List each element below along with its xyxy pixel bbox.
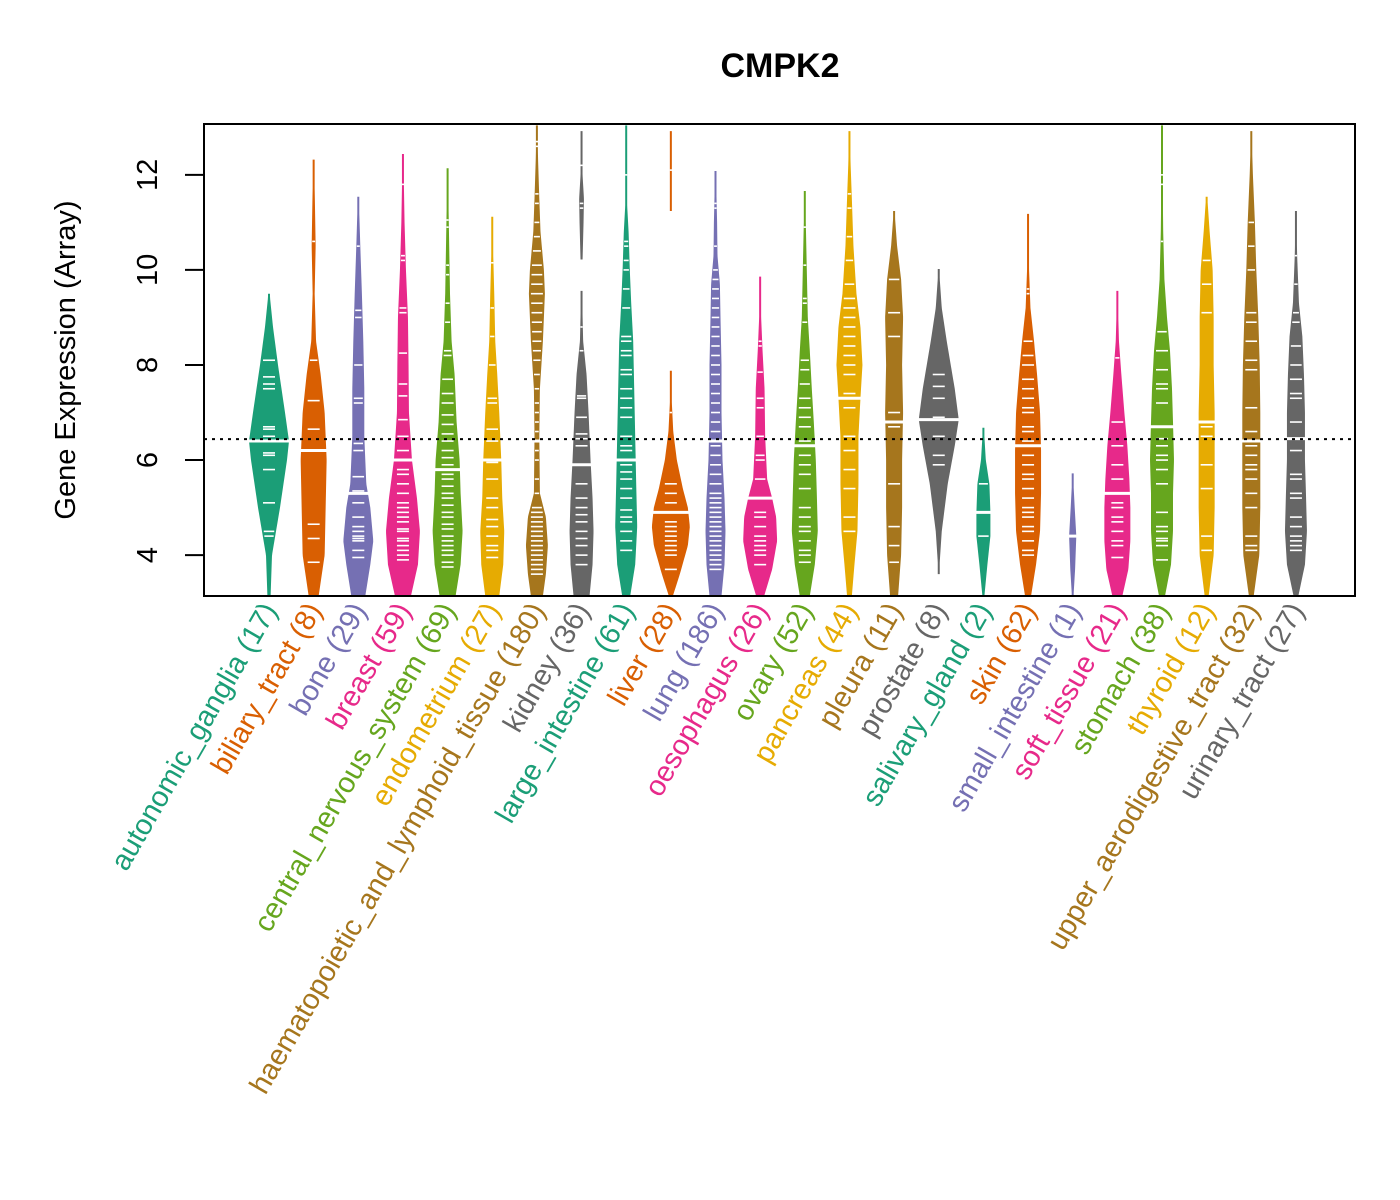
y-tick-label: 10 — [132, 254, 164, 286]
bean-density-autonomic_ganglia — [249, 293, 289, 596]
bean-large_intestine — [615, 125, 638, 597]
bean-density-thyroid — [1198, 196, 1215, 596]
y-axis-label: Gene Expression (Array) — [50, 200, 82, 519]
y-axis: 4 6 8 10 12 — [132, 159, 204, 563]
bean-density-pleura — [885, 210, 904, 596]
bean-biliary_tract — [300, 159, 328, 597]
y-tick-label: 12 — [132, 159, 164, 191]
bean-density-liver — [669, 131, 672, 211]
bean-stomach — [1149, 125, 1175, 597]
bean-lung — [705, 171, 726, 596]
bean-liver — [651, 131, 690, 596]
bean-density-central_nervous_system — [432, 168, 463, 596]
bean-density-soft_tissue — [1104, 290, 1131, 596]
bean-density-ovary — [791, 191, 818, 596]
bean-urinary_tract — [1284, 210, 1307, 596]
bean-breast — [386, 153, 420, 596]
bean-density-skin — [1015, 213, 1042, 596]
bean-density-kidney — [579, 131, 584, 260]
beans-layer — [248, 125, 1307, 597]
bean-density-pancreas — [836, 131, 863, 596]
bean-density-upper_aerodigestive_tract — [1242, 131, 1261, 596]
bean-density-biliary_tract — [300, 159, 327, 597]
bean-prostate — [917, 268, 960, 575]
bean-kidney — [569, 131, 594, 596]
bean-endometrium — [480, 216, 505, 596]
bean-upper_aerodigestive_tract — [1241, 131, 1262, 596]
bean-pleura — [884, 210, 904, 596]
bean-skin — [1014, 213, 1042, 596]
y-tick-label: 4 — [132, 547, 164, 563]
bean-thyroid — [1197, 196, 1216, 596]
y-tick-label: 8 — [132, 357, 164, 373]
bean-autonomic_ganglia — [248, 293, 290, 596]
bean-salivary_gland — [975, 427, 992, 596]
plot-area-frame — [203, 123, 1356, 597]
bean-density-large_intestine — [615, 125, 638, 597]
bean-small_intestine — [1068, 473, 1078, 596]
bean-density-kidney — [569, 290, 594, 596]
bean-soft_tissue — [1103, 290, 1131, 596]
y-tick-label: 6 — [132, 452, 164, 468]
bean-bone — [343, 196, 374, 596]
bean-pancreas — [836, 131, 863, 596]
bean-density-bone — [343, 196, 374, 596]
bean-central_nervous_system — [432, 168, 463, 596]
chart-title: CMPK2 — [720, 47, 839, 85]
bean-haematopoietic_and_lymphoid_tissue — [525, 125, 548, 597]
bean-ovary — [791, 191, 818, 596]
bean-density-prostate — [918, 268, 959, 575]
bean-density-breast — [386, 153, 420, 596]
bean-density-endometrium — [480, 216, 505, 596]
bean-oesophagus — [743, 276, 778, 596]
bean-density-urinary_tract — [1284, 210, 1307, 596]
x-axis-labels: autonomic_ganglia (17)biliary_tract (8)b… — [105, 598, 1311, 1100]
bean-density-stomach — [1150, 125, 1174, 597]
